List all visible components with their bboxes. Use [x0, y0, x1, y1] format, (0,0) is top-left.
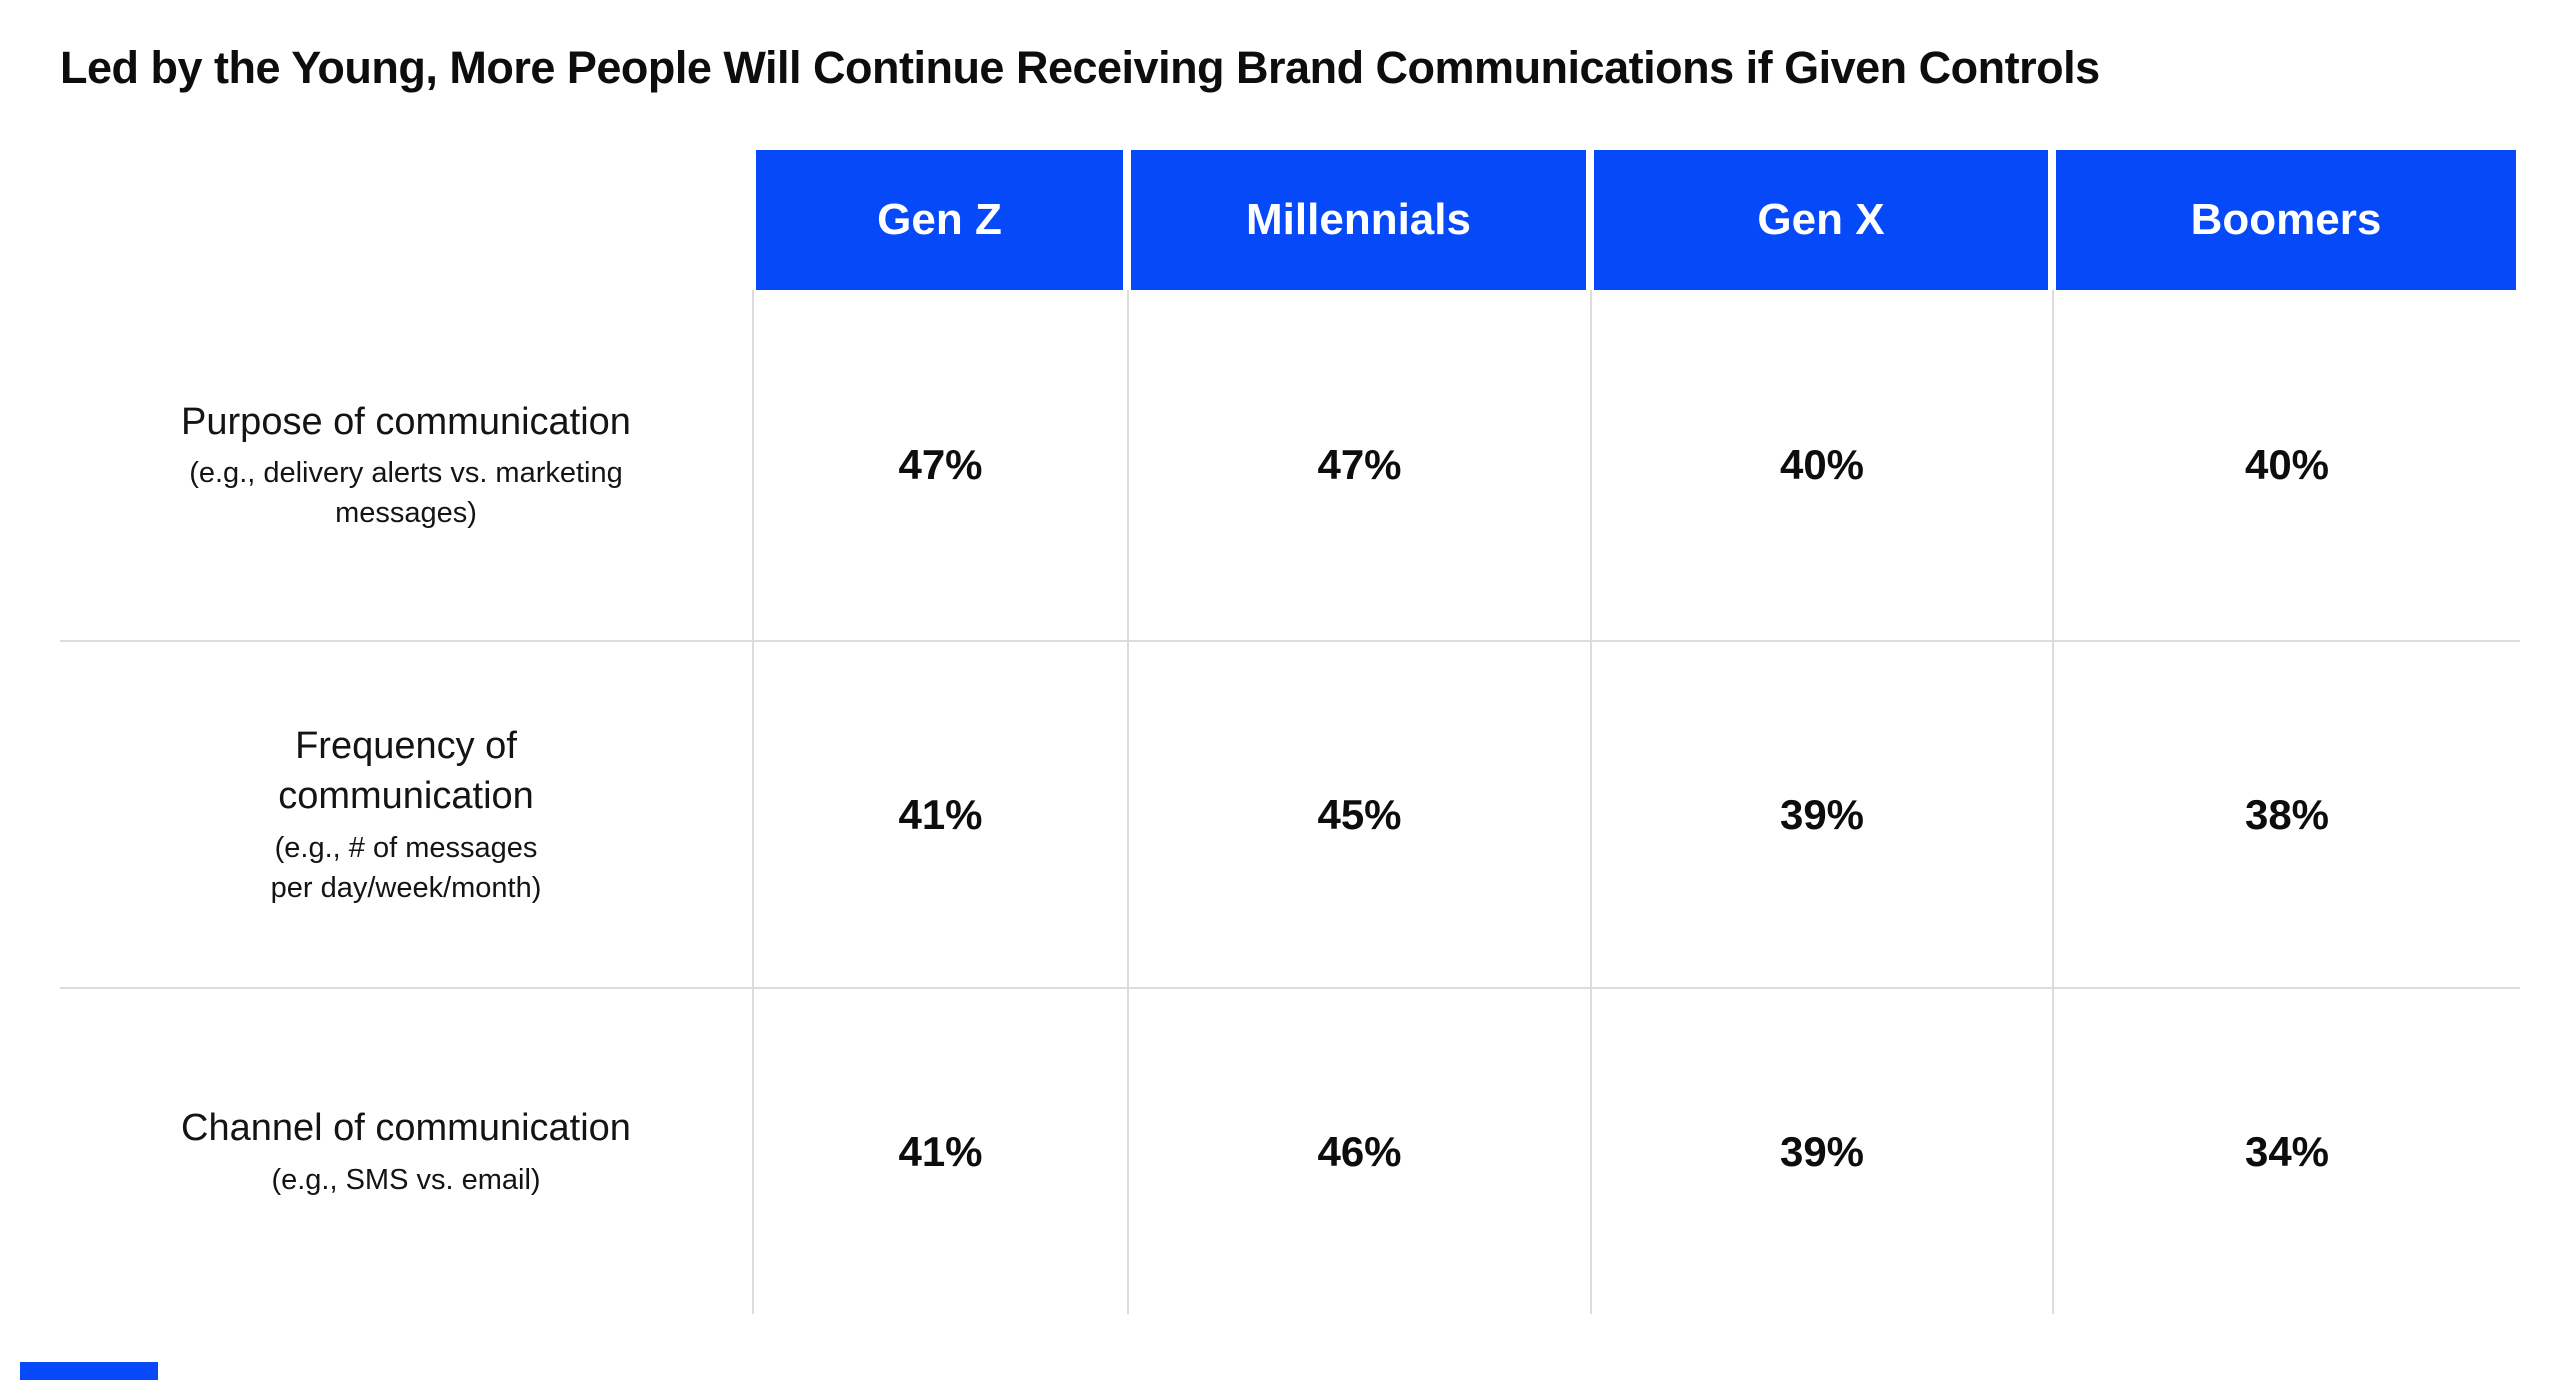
value-cell-gen-x: 39% [1590, 642, 2052, 987]
column-header-gen-z: Gen Z [756, 150, 1123, 290]
table-row-purpose: Purpose of communication (e.g., delivery… [60, 290, 2520, 640]
row-label: Channel of communication [181, 1107, 631, 1150]
value-cell-boomers: 40% [2052, 290, 2520, 640]
column-header-millennials: Millennials [1131, 150, 1586, 290]
row-sublabel: (e.g., delivery alerts vs. marketing mes… [189, 457, 623, 530]
table-row-channel: Channel of communication (e.g., SMS vs. … [60, 987, 2520, 1314]
row-label-cell: Frequency of communication (e.g., # of m… [60, 642, 752, 987]
value-cell-gen-z: 41% [752, 989, 1127, 1314]
column-header-gen-x: Gen X [1594, 150, 2048, 290]
page-title: Led by the Young, More People Will Conti… [60, 42, 2100, 93]
value-cell-gen-x: 40% [1590, 290, 2052, 640]
table-row-frequency: Frequency of communication (e.g., # of m… [60, 640, 2520, 987]
column-header-boomers: Boomers [2056, 150, 2516, 290]
value-cell-millennials: 46% [1127, 989, 1590, 1314]
value-cell-gen-x: 39% [1590, 989, 2052, 1314]
header-spacer-cell [60, 150, 752, 290]
row-label: Purpose of communication [181, 400, 631, 443]
row-label: Frequency of communication [278, 725, 534, 818]
value-cell-gen-z: 41% [752, 642, 1127, 987]
value-cell-boomers: 34% [2052, 989, 2520, 1314]
table-header-row: Gen Z Millennials Gen X Boomers [60, 150, 2520, 290]
value-cell-boomers: 38% [2052, 642, 2520, 987]
value-cell-gen-z: 47% [752, 290, 1127, 640]
row-label-cell: Channel of communication (e.g., SMS vs. … [60, 989, 752, 1314]
footer-accent-bar [20, 1362, 158, 1380]
value-cell-millennials: 45% [1127, 642, 1590, 987]
row-label-cell: Purpose of communication (e.g., delivery… [60, 290, 752, 640]
value-cell-millennials: 47% [1127, 290, 1590, 640]
row-sublabel: (e.g., SMS vs. email) [271, 1163, 541, 1196]
data-table: Gen Z Millennials Gen X Boomers Purpose … [60, 150, 2520, 1314]
row-sublabel: (e.g., # of messages per day/week/month) [270, 831, 542, 904]
